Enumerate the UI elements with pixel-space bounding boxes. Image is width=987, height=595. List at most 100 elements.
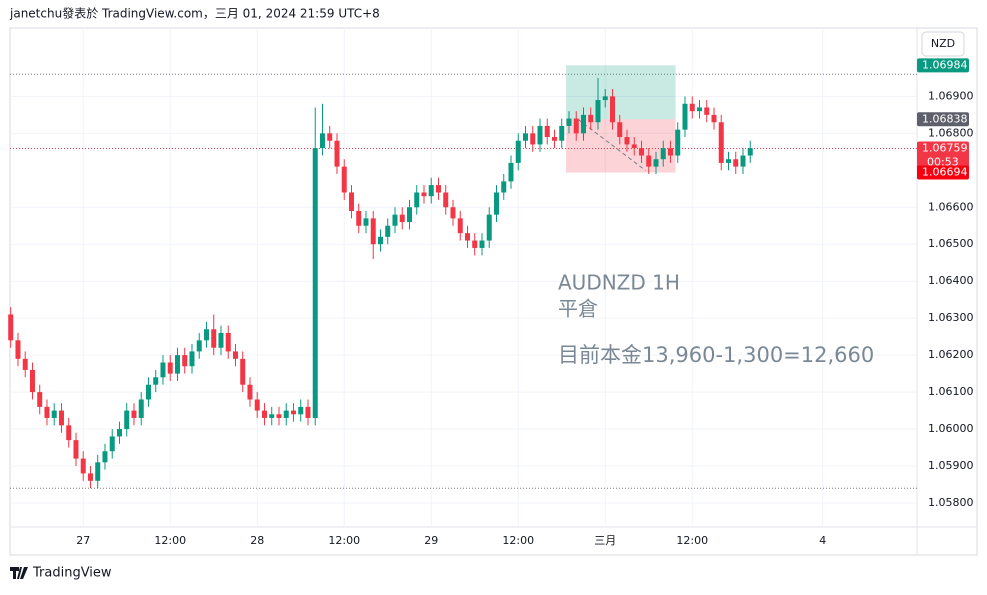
candle-body bbox=[160, 362, 166, 378]
candle-body bbox=[138, 399, 144, 418]
header: janetchu發表於 TradingView.com，三月 01, 2024 … bbox=[9, 6, 380, 21]
candle-body bbox=[312, 148, 318, 418]
candle-body bbox=[464, 233, 470, 241]
candle-body bbox=[232, 351, 238, 359]
price-tag-label: 1.06694 bbox=[922, 166, 968, 179]
x-tick-label: 12:00 bbox=[328, 534, 360, 547]
y-tick-label: 1.06600 bbox=[928, 200, 974, 213]
countdown: 00:53 bbox=[927, 155, 959, 168]
candle-body bbox=[189, 351, 195, 367]
candle-body bbox=[385, 225, 391, 237]
candle-body bbox=[696, 107, 702, 112]
candle-body bbox=[544, 125, 550, 138]
y-tick-label: 1.06000 bbox=[928, 422, 974, 435]
y-tick-label: 1.06800 bbox=[928, 126, 974, 139]
candle-body bbox=[588, 114, 594, 123]
trade-path bbox=[577, 118, 646, 171]
candle-body bbox=[522, 133, 528, 141]
candle-body bbox=[218, 332, 224, 348]
candle-body bbox=[609, 96, 615, 123]
candle-body bbox=[131, 410, 137, 418]
candle-body bbox=[348, 192, 354, 211]
candle-body bbox=[537, 125, 543, 145]
candle-body bbox=[660, 148, 666, 160]
candle-body bbox=[319, 133, 325, 149]
candle-body bbox=[682, 103, 688, 130]
candle-body bbox=[443, 192, 449, 208]
logo bbox=[10, 567, 28, 579]
price-tag-label: 1.06759 bbox=[922, 141, 968, 154]
candle-body bbox=[414, 192, 420, 208]
currency-label[interactable]: NZD bbox=[931, 37, 955, 50]
y-tick-label: 1.05900 bbox=[928, 459, 974, 472]
candle-body bbox=[240, 358, 246, 385]
candle-body bbox=[370, 218, 376, 245]
candle-body bbox=[428, 185, 434, 197]
candle-body bbox=[595, 100, 601, 123]
candle-body bbox=[22, 358, 28, 370]
candle-body bbox=[153, 377, 159, 385]
candle-body bbox=[399, 214, 405, 223]
x-tick-label: 12:00 bbox=[154, 534, 186, 547]
candle-body bbox=[254, 399, 260, 411]
candle-body bbox=[356, 210, 362, 226]
candle-body bbox=[747, 148, 753, 156]
candle-body bbox=[58, 410, 64, 426]
price-tag bbox=[917, 58, 969, 73]
y-tick-label: 1.05800 bbox=[928, 496, 974, 509]
currency-button[interactable] bbox=[921, 31, 965, 57]
candle-body bbox=[508, 162, 514, 182]
candle-body bbox=[551, 137, 557, 141]
footer: TradingView bbox=[32, 566, 112, 581]
candle-body bbox=[211, 329, 217, 348]
candle-body bbox=[44, 406, 50, 418]
plot-area bbox=[8, 28, 917, 527]
price-tag bbox=[917, 165, 969, 180]
candle-body bbox=[624, 137, 630, 145]
candle-body bbox=[631, 144, 637, 149]
candle-body bbox=[124, 410, 130, 430]
y-tick-label: 1.06200 bbox=[928, 348, 974, 361]
candle-body bbox=[406, 207, 412, 223]
x-tick-label: 28 bbox=[250, 534, 264, 547]
candle-body bbox=[704, 107, 710, 115]
x-tick-label: 三月 bbox=[594, 534, 616, 547]
candle-body bbox=[725, 159, 731, 163]
price-tag bbox=[917, 141, 969, 170]
candle-body bbox=[102, 451, 108, 463]
x-tick-label: 12:00 bbox=[502, 534, 534, 547]
candle-body bbox=[196, 340, 202, 352]
candle-body bbox=[646, 155, 652, 167]
candle-body bbox=[327, 133, 333, 141]
candle-body bbox=[8, 314, 14, 341]
frame bbox=[9, 27, 978, 556]
candle-body bbox=[530, 133, 536, 145]
x-tick-label: 4 bbox=[819, 534, 826, 547]
candle-body bbox=[334, 140, 340, 167]
candle-body bbox=[493, 192, 499, 215]
candle-body bbox=[87, 473, 93, 481]
annotation: 目前本金13,960-1,300=12,660 bbox=[558, 343, 874, 367]
price-tag bbox=[917, 112, 969, 127]
candle-body bbox=[290, 410, 296, 415]
candle-body bbox=[116, 429, 122, 437]
x-tick-label: 27 bbox=[76, 534, 90, 547]
candle-body bbox=[486, 214, 492, 241]
candle-body bbox=[740, 155, 746, 167]
candle-body bbox=[247, 384, 253, 400]
candle-body bbox=[29, 369, 35, 393]
candle-body bbox=[182, 355, 188, 367]
candle-body bbox=[298, 406, 304, 415]
candle-body bbox=[80, 458, 86, 474]
candle-body bbox=[15, 340, 21, 359]
candle-body bbox=[617, 122, 623, 138]
candle-body bbox=[363, 218, 369, 226]
candle-body bbox=[95, 462, 101, 481]
candle-body bbox=[37, 392, 43, 407]
y-tick-label: 1.06400 bbox=[928, 274, 974, 287]
candle-body bbox=[638, 148, 644, 156]
candle-body bbox=[667, 148, 673, 156]
candle-body bbox=[341, 166, 347, 193]
